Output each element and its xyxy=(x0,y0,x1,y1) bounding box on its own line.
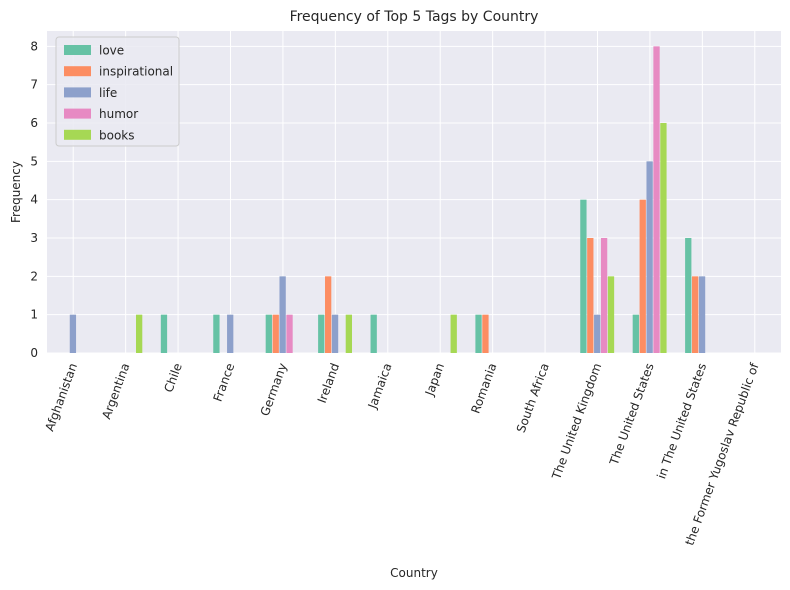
x-tick-label: Romania xyxy=(468,361,499,415)
y-tick-label: 8 xyxy=(30,39,38,53)
bar-books-the-united-kingdom xyxy=(607,276,615,353)
bar-love-the-united-kingdom xyxy=(580,199,587,353)
bar-humor-the-united-states xyxy=(653,46,660,353)
legend-label-love: love xyxy=(99,44,124,58)
legend-swatch-humor xyxy=(64,108,91,119)
bar-life-the-united-kingdom xyxy=(594,314,601,353)
legend-label-inspirational: inspirational xyxy=(99,65,173,79)
legend-swatch-life xyxy=(64,87,91,98)
y-tick-label: 1 xyxy=(30,308,38,322)
bar-love-ireland xyxy=(318,314,325,353)
bar-life-the-united-states xyxy=(646,161,653,353)
x-axis-label: Country xyxy=(390,566,438,580)
bar-inspirational-germany xyxy=(272,314,279,353)
x-tick-label: The United Kingdom xyxy=(549,361,604,482)
y-tick-label: 7 xyxy=(30,78,38,92)
bar-inspirational-romania xyxy=(482,314,489,353)
x-tick-label: Ireland xyxy=(315,361,342,405)
y-tick-label: 5 xyxy=(30,154,38,168)
x-tick-label: Argentina xyxy=(99,361,132,421)
y-tick-label: 3 xyxy=(30,231,38,245)
bar-life-france xyxy=(227,314,234,353)
legend-swatch-books xyxy=(64,129,91,140)
x-tick-label: Japan xyxy=(422,361,447,398)
x-tick-label: France xyxy=(211,361,238,403)
y-tick-label: 2 xyxy=(30,269,38,283)
bar-inspirational-the-united-kingdom xyxy=(587,238,594,353)
bar-inspirational-in-the-united-states xyxy=(692,276,699,353)
bar-life-in-the-united-states xyxy=(698,276,706,353)
x-tick-label: The United States xyxy=(607,361,657,468)
x-tick-label: Afghanistan xyxy=(42,361,80,433)
bar-love-chile xyxy=(160,314,168,353)
bar-humor-the-united-kingdom xyxy=(600,238,608,353)
bar-life-afghanistan xyxy=(69,314,77,353)
chart-title: Frequency of Top 5 Tags by Country xyxy=(290,9,539,25)
legend-swatch-inspirational xyxy=(64,66,91,77)
bar-books-argentina xyxy=(135,314,143,353)
bar-love-germany xyxy=(265,314,272,353)
legend-label-books: books xyxy=(99,128,135,142)
legend-label-humor: humor xyxy=(99,107,138,121)
legend-box xyxy=(55,36,180,147)
legend-label-life: life xyxy=(99,86,117,100)
x-tick-label: Chile xyxy=(161,361,184,394)
bar-books-japan xyxy=(450,314,457,353)
bar-love-france xyxy=(213,314,220,353)
x-tick-label: South Africa xyxy=(514,361,552,434)
legend-swatch-love xyxy=(64,45,91,55)
bar-inspirational-the-united-states xyxy=(639,199,646,353)
y-tick-label: 0 xyxy=(30,346,38,360)
y-tick-label: 4 xyxy=(30,193,38,207)
bar-humor-germany xyxy=(286,314,293,353)
bar-love-the-united-states xyxy=(632,314,639,353)
bar-life-germany xyxy=(279,276,286,353)
bar-love-in-the-united-states xyxy=(685,238,692,353)
bar-inspirational-ireland xyxy=(325,276,332,353)
bar-life-ireland xyxy=(331,314,339,353)
bar-books-ireland xyxy=(345,314,353,353)
x-tick-label: Germany xyxy=(258,361,290,418)
y-tick-label: 6 xyxy=(30,116,38,130)
y-axis-label: Frequency xyxy=(9,161,23,223)
bar-love-romania xyxy=(475,314,482,353)
bar-books-the-united-states xyxy=(660,123,667,353)
x-tick-label: in The United States xyxy=(654,361,709,481)
x-tick-label: Jamaica xyxy=(365,361,395,411)
bar-love-jamaica xyxy=(370,314,377,353)
